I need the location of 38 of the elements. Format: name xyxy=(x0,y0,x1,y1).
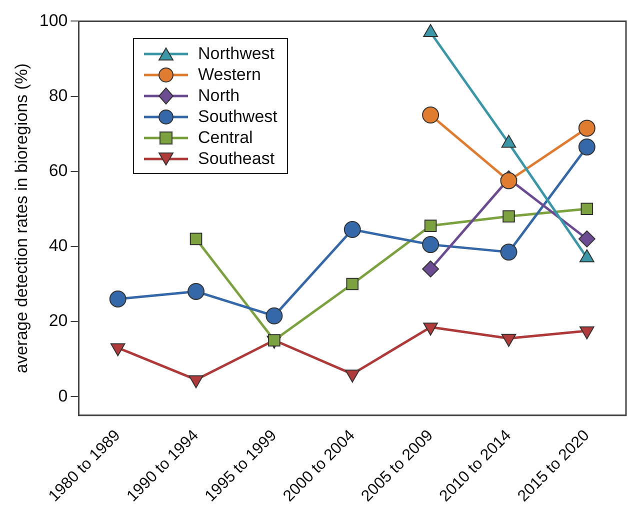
y-tick-label: 20 xyxy=(48,311,68,330)
point xyxy=(110,343,126,356)
point xyxy=(266,307,283,324)
point xyxy=(502,210,515,223)
legend-label: Northwest xyxy=(198,43,275,64)
legend-label: Central xyxy=(198,127,253,148)
point xyxy=(424,220,437,232)
y-tick-label: 40 xyxy=(48,236,68,256)
y-tick-label: 100 xyxy=(39,10,68,30)
y-axis-title: average detection rates in bioregions (%) xyxy=(12,63,31,374)
point xyxy=(501,134,516,148)
point xyxy=(423,24,438,37)
point xyxy=(344,221,361,238)
point xyxy=(578,120,596,137)
point xyxy=(268,334,280,346)
point xyxy=(579,326,594,340)
point xyxy=(422,106,440,124)
point xyxy=(188,375,204,388)
legend-label: North xyxy=(198,85,240,106)
point xyxy=(109,290,126,308)
point xyxy=(580,202,594,216)
y-tick-label: 60 xyxy=(48,161,68,180)
point xyxy=(422,236,440,254)
legend-label: Southeast xyxy=(198,148,275,169)
point xyxy=(423,322,438,336)
point xyxy=(578,230,596,248)
point xyxy=(346,278,359,290)
y-tick-label: 0 xyxy=(58,386,68,406)
point xyxy=(422,260,440,278)
point xyxy=(344,370,360,383)
legend-label: Western xyxy=(198,64,261,85)
point xyxy=(500,244,518,261)
point xyxy=(501,334,516,347)
point xyxy=(190,232,202,246)
point xyxy=(578,138,596,156)
y-tick-label: 80 xyxy=(48,86,68,105)
point xyxy=(188,282,205,300)
legend-label: Southwest xyxy=(198,106,278,127)
